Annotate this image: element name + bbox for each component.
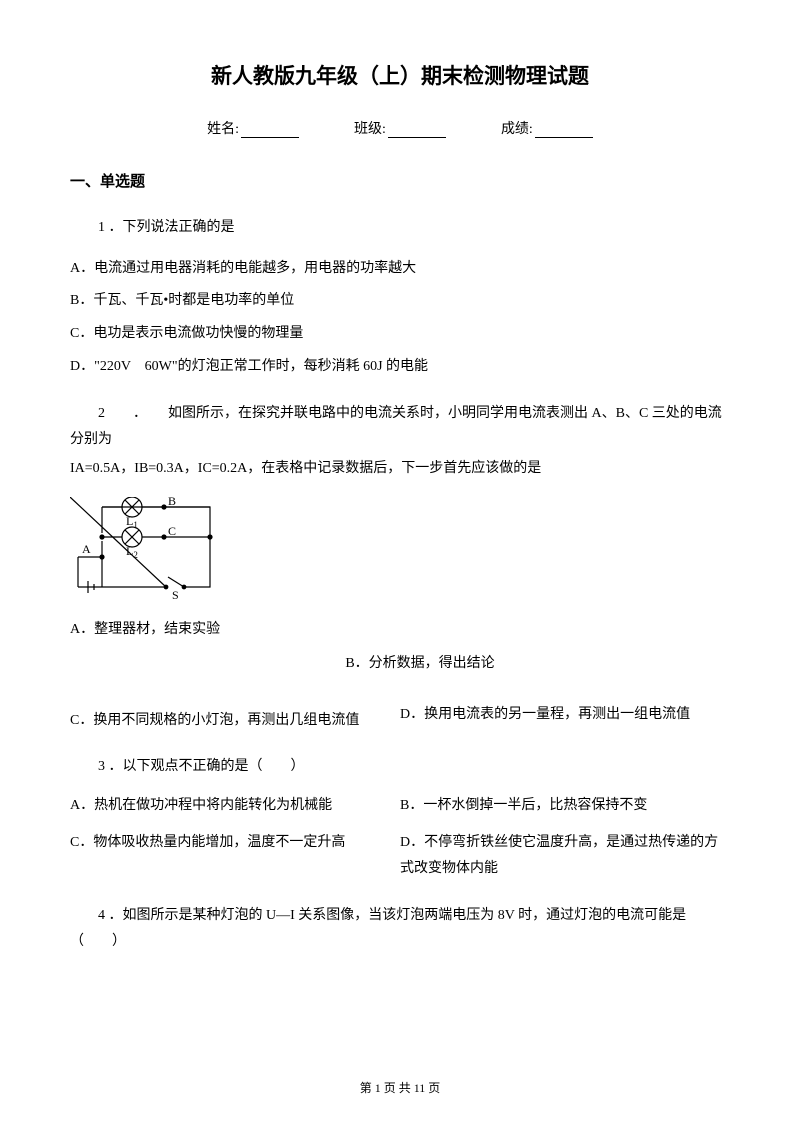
section-1-header: 一、单选题	[70, 170, 730, 191]
circuit-svg: A B C L1 L2 S	[70, 497, 230, 599]
q3-stem: 3 ．以下观点不正确的是（ ）	[70, 754, 730, 781]
name-blank	[241, 137, 299, 138]
q3-option-d: D．不停弯折铁丝使它温度升高，是通过热传递的方式改变物体内能	[400, 830, 730, 883]
q1-option-c: C．电功是表示电流做功快慢的物理量	[70, 319, 730, 350]
q1-options: A．电流通过用电器消耗的电能越多，用电器的功率越大 B．千瓦、千瓦•时都是电功率…	[70, 254, 730, 383]
page-footer: 第 1 页 共 11 页	[0, 1079, 800, 1096]
circuit-label-b: B	[168, 497, 176, 508]
q3-option-c: C．物体吸收热量内能增加，温度不一定升高	[70, 830, 400, 883]
q1-option-d: D．"220V 60W"的灯泡正常工作时，每秒消耗 60J 的电能	[70, 352, 730, 383]
circuit-label-c: C	[168, 524, 176, 538]
class-label: 班级:	[354, 122, 386, 137]
q3-option-a: A．热机在做功冲程中将内能转化为机械能	[70, 793, 400, 820]
q2-option-d: D．换用电流表的另一量程，再测出一组电流值	[400, 702, 730, 735]
q2-option-c: C．换用不同规格的小灯泡，再测出几组电流值	[70, 702, 400, 735]
q4-stem: 4 ．如图所示是某种灯泡的 U—I 关系图像，当该灯泡两端电压为 8V 时，通过…	[70, 903, 730, 956]
circuit-label-a: A	[82, 542, 91, 556]
q1-option-a: A．电流通过用电器消耗的电能越多，用电器的功率越大	[70, 254, 730, 285]
q2-option-a: A．整理器材，结束实验	[70, 617, 730, 644]
score-blank	[535, 137, 593, 138]
q1-stem: 1 ．下列说法正确的是	[70, 215, 730, 242]
name-label: 姓名:	[207, 122, 239, 137]
q2-option-b: B．分析数据，得出结论	[70, 651, 730, 678]
q2-stem-line1: 2 ． 如图所示，在探究并联电路中的电流关系时，小明同学用电流表测出 A、B、C…	[70, 401, 730, 454]
class-blank	[388, 137, 446, 138]
page-title: 新人教版九年级（上）期末检测物理试题	[70, 60, 730, 90]
q2-circuit-diagram: A B C L1 L2 S	[70, 497, 730, 599]
score-label: 成绩:	[501, 122, 533, 137]
info-line: 姓名: 班级: 成绩:	[70, 118, 730, 138]
q3-option-b: B．一杯水倒掉一半后，比热容保持不变	[400, 793, 730, 820]
circuit-label-s: S	[172, 588, 179, 599]
q2-stem-line2: IA=0.5A，IB=0.3A，IC=0.2A，在表格中记录数据后，下一步首先应…	[70, 456, 730, 483]
q1-option-b: B．千瓦、千瓦•时都是电功率的单位	[70, 286, 730, 317]
